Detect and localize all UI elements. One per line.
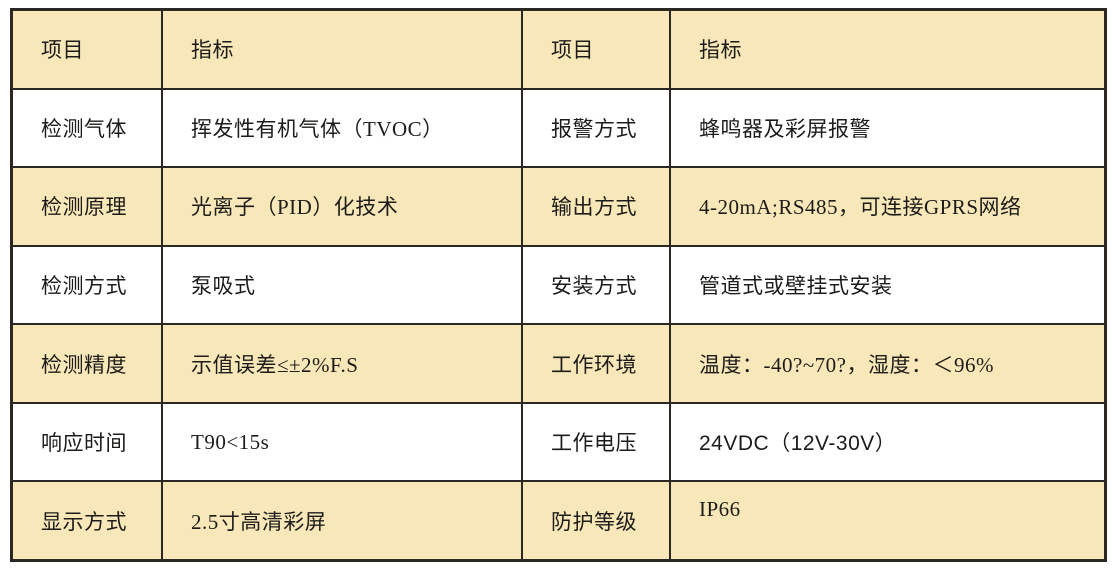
row-label-cell: 防护等级 [523,482,669,559]
header-cell-spec-left: 指标 [163,11,521,88]
header-cell-spec-right: 指标 [671,11,1104,88]
row-label-cell: 检测精度 [13,325,161,402]
row-value-cell: IP66 [671,482,1104,559]
row-value-cell: 24VDC（12V-30V） [671,403,1104,481]
row-label-cell: 检测气体 [13,89,161,167]
row-value-cell: 蜂鸣器及彩屏报警 [671,89,1104,167]
row-value-cell: 光离子（PID）化技术 [163,168,521,245]
row-value-cell: 管道式或壁挂式安装 [671,246,1104,324]
row-value-cell: 泵吸式 [163,246,521,324]
row-value-cell: 2.5寸高清彩屏 [163,482,521,559]
row-value-cell: T90<15s [163,403,521,481]
row-value-cell: 挥发性有机气体（TVOC） [163,89,521,167]
row-label-cell: 检测原理 [13,168,161,245]
row-label-cell: 安装方式 [523,246,669,324]
row-label-cell: 显示方式 [13,482,161,559]
row-label-cell: 响应时间 [13,403,161,481]
row-value-cell: 4-20mA;RS485，可连接GPRS网络 [671,168,1104,245]
row-label-cell: 工作电压 [523,403,669,481]
row-label-cell: 输出方式 [523,168,669,245]
row-label-cell: 报警方式 [523,89,669,167]
header-cell-item-right: 项目 [523,11,669,88]
row-label-cell: 检测方式 [13,246,161,324]
row-label-cell: 工作环境 [523,325,669,402]
row-value-cell: 示值误差≤±2%F.S [163,325,521,402]
row-value-cell: 温度：-40?~70?，湿度：＜96% [671,325,1104,402]
header-cell-item-left: 项目 [13,11,161,88]
spec-table: 项目 指标 项目 指标 检测气体 挥发性有机气体（TVOC） 报警方式 蜂鸣器及… [10,8,1107,562]
